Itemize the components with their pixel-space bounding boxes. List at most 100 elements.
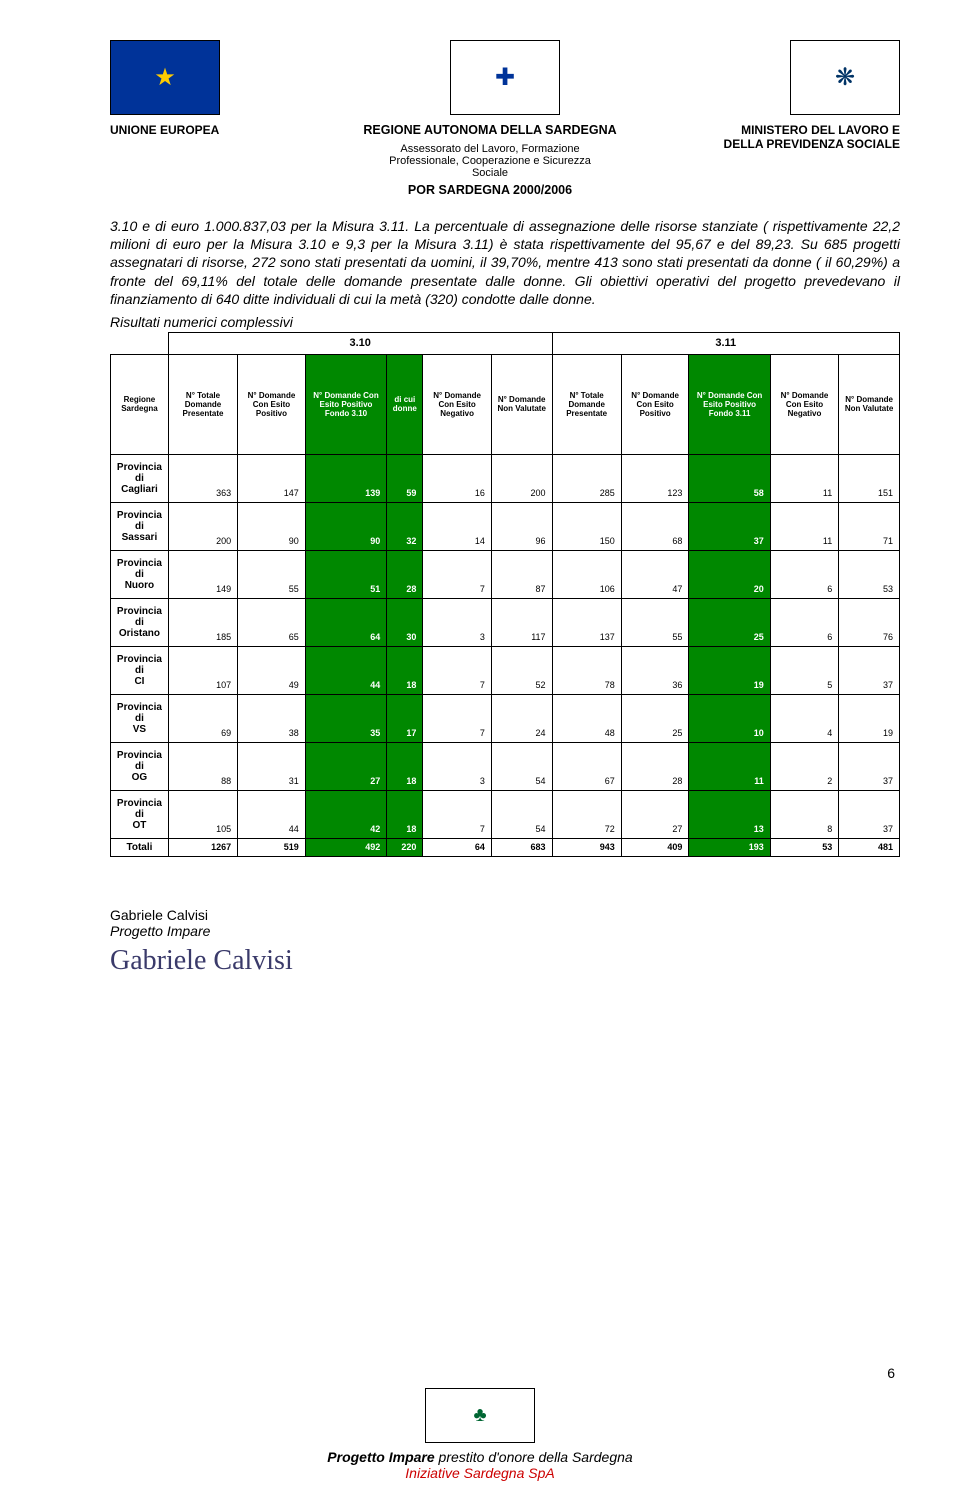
cell: 49 xyxy=(238,646,306,694)
sardegna-emblem-icon: ✚ xyxy=(450,40,560,115)
totals-label: Totali xyxy=(111,838,169,856)
table-row: Provincia di Nuoro1495551287871064720653 xyxy=(111,550,900,598)
cell: 55 xyxy=(238,550,306,598)
ministero-line1: MINISTERO DEL LAVORO E xyxy=(690,123,900,137)
footer-line1: Progetto Impare prestito d'onore della S… xyxy=(0,1449,960,1465)
ministero-emblem-icon: ❋ xyxy=(790,40,900,115)
cell: 19 xyxy=(689,646,770,694)
cell: 31 xyxy=(238,742,306,790)
cell: 55 xyxy=(621,598,689,646)
cell: 107 xyxy=(168,646,237,694)
header-311: 3.11 xyxy=(552,332,899,354)
table-row: Provincia di CI107494418752783619537 xyxy=(111,646,900,694)
table-row: Provincia di Sassari20090903214961506837… xyxy=(111,502,900,550)
cell: 30 xyxy=(387,598,423,646)
totals-cell: 220 xyxy=(387,838,423,856)
table-top-header: 3.10 3.11 xyxy=(111,332,900,354)
cell: 48 xyxy=(552,694,621,742)
signature-project: Progetto Impare xyxy=(110,923,900,939)
col-header: N° Domande Con Esito Positivo xyxy=(238,354,306,454)
totals-row: Totali12675194922206468394340919353481 xyxy=(111,838,900,856)
cell: 6 xyxy=(770,598,838,646)
header-text: UNIONE EUROPEA REGIONE AUTONOMA DELLA SA… xyxy=(110,123,900,197)
cell: 3 xyxy=(423,598,491,646)
cell: 37 xyxy=(689,502,770,550)
row-label: Provincia di VS xyxy=(111,694,169,742)
header-logos: ★ ✚ ❋ xyxy=(110,40,900,115)
cell: 200 xyxy=(491,454,552,502)
row-label: Provincia di Oristano xyxy=(111,598,169,646)
cell: 71 xyxy=(839,502,900,550)
cell: 18 xyxy=(387,742,423,790)
col-header: di cui donne xyxy=(387,354,423,454)
totals-cell: 683 xyxy=(491,838,552,856)
header-sub3: Sociale xyxy=(310,167,670,179)
cell: 16 xyxy=(423,454,491,502)
cell: 68 xyxy=(621,502,689,550)
cell: 36 xyxy=(621,646,689,694)
totals-cell: 492 xyxy=(305,838,386,856)
footer-rest: prestito d'onore della Sardegna xyxy=(439,1449,633,1465)
table-row: Provincia di Cagliari3631471395916200285… xyxy=(111,454,900,502)
cell: 27 xyxy=(621,790,689,838)
footer-line2: Iniziative Sardegna SpA xyxy=(0,1465,960,1481)
cell: 78 xyxy=(552,646,621,694)
cell: 363 xyxy=(168,454,237,502)
col-header: N° Domande Con Esito Negativo xyxy=(423,354,491,454)
cell: 76 xyxy=(839,598,900,646)
totals-cell: 943 xyxy=(552,838,621,856)
cell: 42 xyxy=(305,790,386,838)
cell: 44 xyxy=(305,646,386,694)
cell: 69 xyxy=(168,694,237,742)
col-header: N° Domande Con Esito Positivo Fondo 3.10 xyxy=(305,354,386,454)
cell: 200 xyxy=(168,502,237,550)
cell: 47 xyxy=(621,550,689,598)
header-sub1: Assessorato del Lavoro, Formazione xyxy=(310,143,670,155)
signature-block: Gabriele Calvisi Progetto Impare Gabriel… xyxy=(110,907,900,977)
footer-bold: Progetto Impare xyxy=(327,1449,434,1465)
cell: 117 xyxy=(491,598,552,646)
cell: 51 xyxy=(305,550,386,598)
cell: 37 xyxy=(839,742,900,790)
table-row: Provincia di VS69383517724482510419 xyxy=(111,694,900,742)
header-right: MINISTERO DEL LAVORO E DELLA PREVIDENZA … xyxy=(690,123,900,151)
cell: 27 xyxy=(305,742,386,790)
header-sub2: Professionale, Cooperazione e Sicurezza xyxy=(310,155,670,167)
row-label: Provincia di CI xyxy=(111,646,169,694)
signature-name: Gabriele Calvisi xyxy=(110,907,900,923)
cell: 19 xyxy=(839,694,900,742)
cell: 87 xyxy=(491,550,552,598)
cell: 285 xyxy=(552,454,621,502)
cell: 151 xyxy=(839,454,900,502)
eu-flag-icon: ★ xyxy=(110,40,220,115)
footer: ♣ Progetto Impare prestito d'onore della… xyxy=(0,1388,960,1481)
header-310: 3.10 xyxy=(168,332,552,354)
cell: 137 xyxy=(552,598,621,646)
col-header: N° Domande Non Valutate xyxy=(491,354,552,454)
totals-cell: 1267 xyxy=(168,838,237,856)
cell: 139 xyxy=(305,454,386,502)
cell: 7 xyxy=(423,646,491,694)
totals-cell: 53 xyxy=(770,838,838,856)
cell: 4 xyxy=(770,694,838,742)
table-row: Provincia di Oristano1856564303117137552… xyxy=(111,598,900,646)
cell: 58 xyxy=(689,454,770,502)
col-header: N° Domande Non Valutate xyxy=(839,354,900,454)
cell: 11 xyxy=(689,742,770,790)
handwritten-signature: Gabriele Calvisi xyxy=(110,945,900,977)
col-header: N° Totale Domande Presentate xyxy=(168,354,237,454)
cell: 67 xyxy=(552,742,621,790)
totals-cell: 481 xyxy=(839,838,900,856)
col-header: N° Domande Con Esito Positivo xyxy=(621,354,689,454)
cell: 8 xyxy=(770,790,838,838)
cell: 32 xyxy=(387,502,423,550)
cell: 123 xyxy=(621,454,689,502)
cell: 7 xyxy=(423,694,491,742)
cell: 13 xyxy=(689,790,770,838)
table-column-headers: Regione Sardegna N° Totale Domande Prese… xyxy=(111,354,900,454)
cell: 44 xyxy=(238,790,306,838)
cell: 106 xyxy=(552,550,621,598)
cell: 7 xyxy=(423,550,491,598)
cell: 20 xyxy=(689,550,770,598)
footer-emblem-icon: ♣ xyxy=(425,1388,535,1443)
